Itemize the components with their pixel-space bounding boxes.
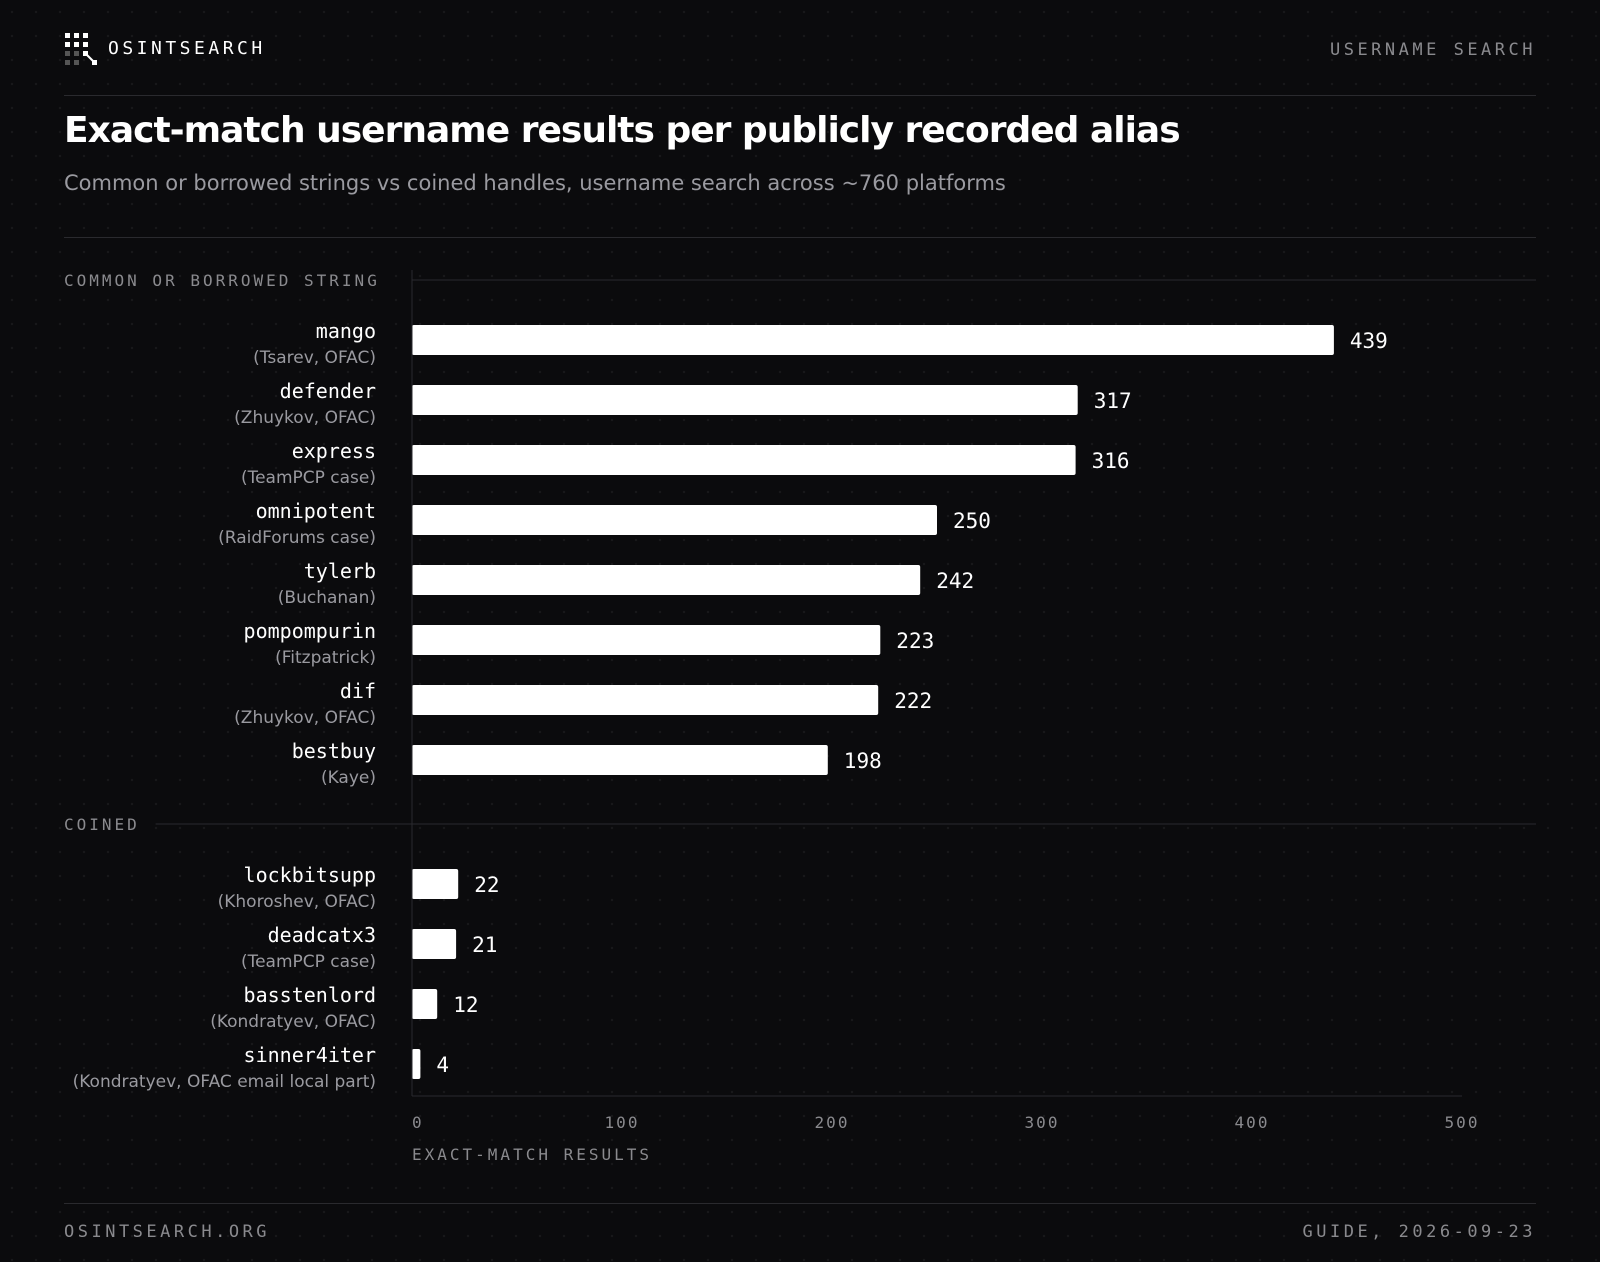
bar-note: (Buchanan) xyxy=(278,588,376,608)
section-tag: USERNAME SEARCH xyxy=(1329,40,1536,60)
bar-label: pompompurin xyxy=(244,619,376,643)
bar-value-label: 439 xyxy=(1350,329,1388,353)
group-label: COMMON OR BORROWED STRING xyxy=(64,271,380,290)
bar xyxy=(412,565,921,595)
bar-value-label: 12 xyxy=(453,993,478,1017)
header: OSINTSEARCH USERNAME SEARCH xyxy=(64,28,1536,72)
bar xyxy=(412,445,1076,475)
bar-note: (RaidForums case) xyxy=(218,528,376,548)
bar-note: (TeamPCP case) xyxy=(241,952,376,972)
bar-note: (Kondratyev, OFAC) xyxy=(210,1012,376,1032)
bar-label: lockbitsupp xyxy=(244,863,376,887)
bar-note: (Fitzpatrick) xyxy=(275,648,376,668)
chart-title: Exact-match username results per publicl… xyxy=(64,110,1181,151)
bar xyxy=(412,325,1334,355)
bar-value-label: 250 xyxy=(953,509,991,533)
bar-label: dif xyxy=(340,679,376,703)
bar xyxy=(412,989,438,1019)
bar-value-label: 242 xyxy=(936,569,974,593)
x-tick-label: 400 xyxy=(1235,1113,1270,1132)
bar xyxy=(412,745,828,775)
bar-value-label: 22 xyxy=(474,873,499,897)
header-divider xyxy=(64,95,1536,96)
x-tick-label: 0 xyxy=(412,1113,424,1132)
x-tick-label: 500 xyxy=(1445,1113,1480,1132)
chart-subtitle: Common or borrowed strings vs coined han… xyxy=(64,171,1006,195)
bar-chart: COMMON OR BORROWED STRING mango (Tsarev, O… xyxy=(64,270,1536,1164)
bar-label: defender xyxy=(280,379,376,403)
x-tick-label: 300 xyxy=(1025,1113,1060,1132)
bar-note: (Tsarev, OFAC) xyxy=(253,348,376,368)
bar-value-label: 222 xyxy=(894,689,932,713)
bar-value-label: 4 xyxy=(436,1053,449,1077)
bar-value-label: 317 xyxy=(1094,389,1132,413)
bar-label: deadcatx3 xyxy=(268,923,376,947)
bar xyxy=(412,929,457,959)
bar-note: (Kaye) xyxy=(321,768,376,788)
footer-site: OSINTSEARCH.ORG xyxy=(64,1222,271,1242)
bar-label: mango xyxy=(316,319,376,343)
dot-grid-logo-icon xyxy=(65,33,97,65)
bar xyxy=(412,625,881,655)
x-axis-label: EXACT-MATCH RESULTS xyxy=(412,1145,652,1164)
bar xyxy=(412,1049,421,1079)
bar-note: (Zhuykov, OFAC) xyxy=(234,408,376,428)
bar-note: (Zhuykov, OFAC) xyxy=(234,708,376,728)
bar-label: bestbuy xyxy=(292,739,376,763)
footer-divider xyxy=(64,1203,1536,1204)
title-divider xyxy=(64,237,1536,238)
bar xyxy=(412,869,459,899)
bar xyxy=(412,505,937,535)
x-tick-label: 100 xyxy=(605,1113,640,1132)
x-tick-label: 200 xyxy=(815,1113,850,1132)
bar-label: sinner4iter xyxy=(244,1043,376,1067)
bar-note: (Kondratyev, OFAC email local part) xyxy=(73,1072,376,1092)
footer-date: GUIDE, 2026-09-23 xyxy=(1302,1222,1536,1242)
bar-value-label: 198 xyxy=(844,749,882,773)
bar-value-label: 21 xyxy=(472,933,497,957)
bar xyxy=(412,685,879,715)
bar-note: (Khoroshev, OFAC) xyxy=(218,892,376,912)
bar-value-label: 316 xyxy=(1092,449,1130,473)
bar-label: basstenlord xyxy=(244,983,376,1007)
bar-label: tylerb xyxy=(304,559,376,583)
bar-label: express xyxy=(292,439,376,463)
bar xyxy=(412,385,1078,415)
brand-name: OSINTSEARCH xyxy=(108,38,266,59)
group-label: COINED xyxy=(64,815,140,834)
bar-label: omnipotent xyxy=(256,499,376,523)
bar-note: (TeamPCP case) xyxy=(241,468,376,488)
bar-value-label: 223 xyxy=(896,629,934,653)
